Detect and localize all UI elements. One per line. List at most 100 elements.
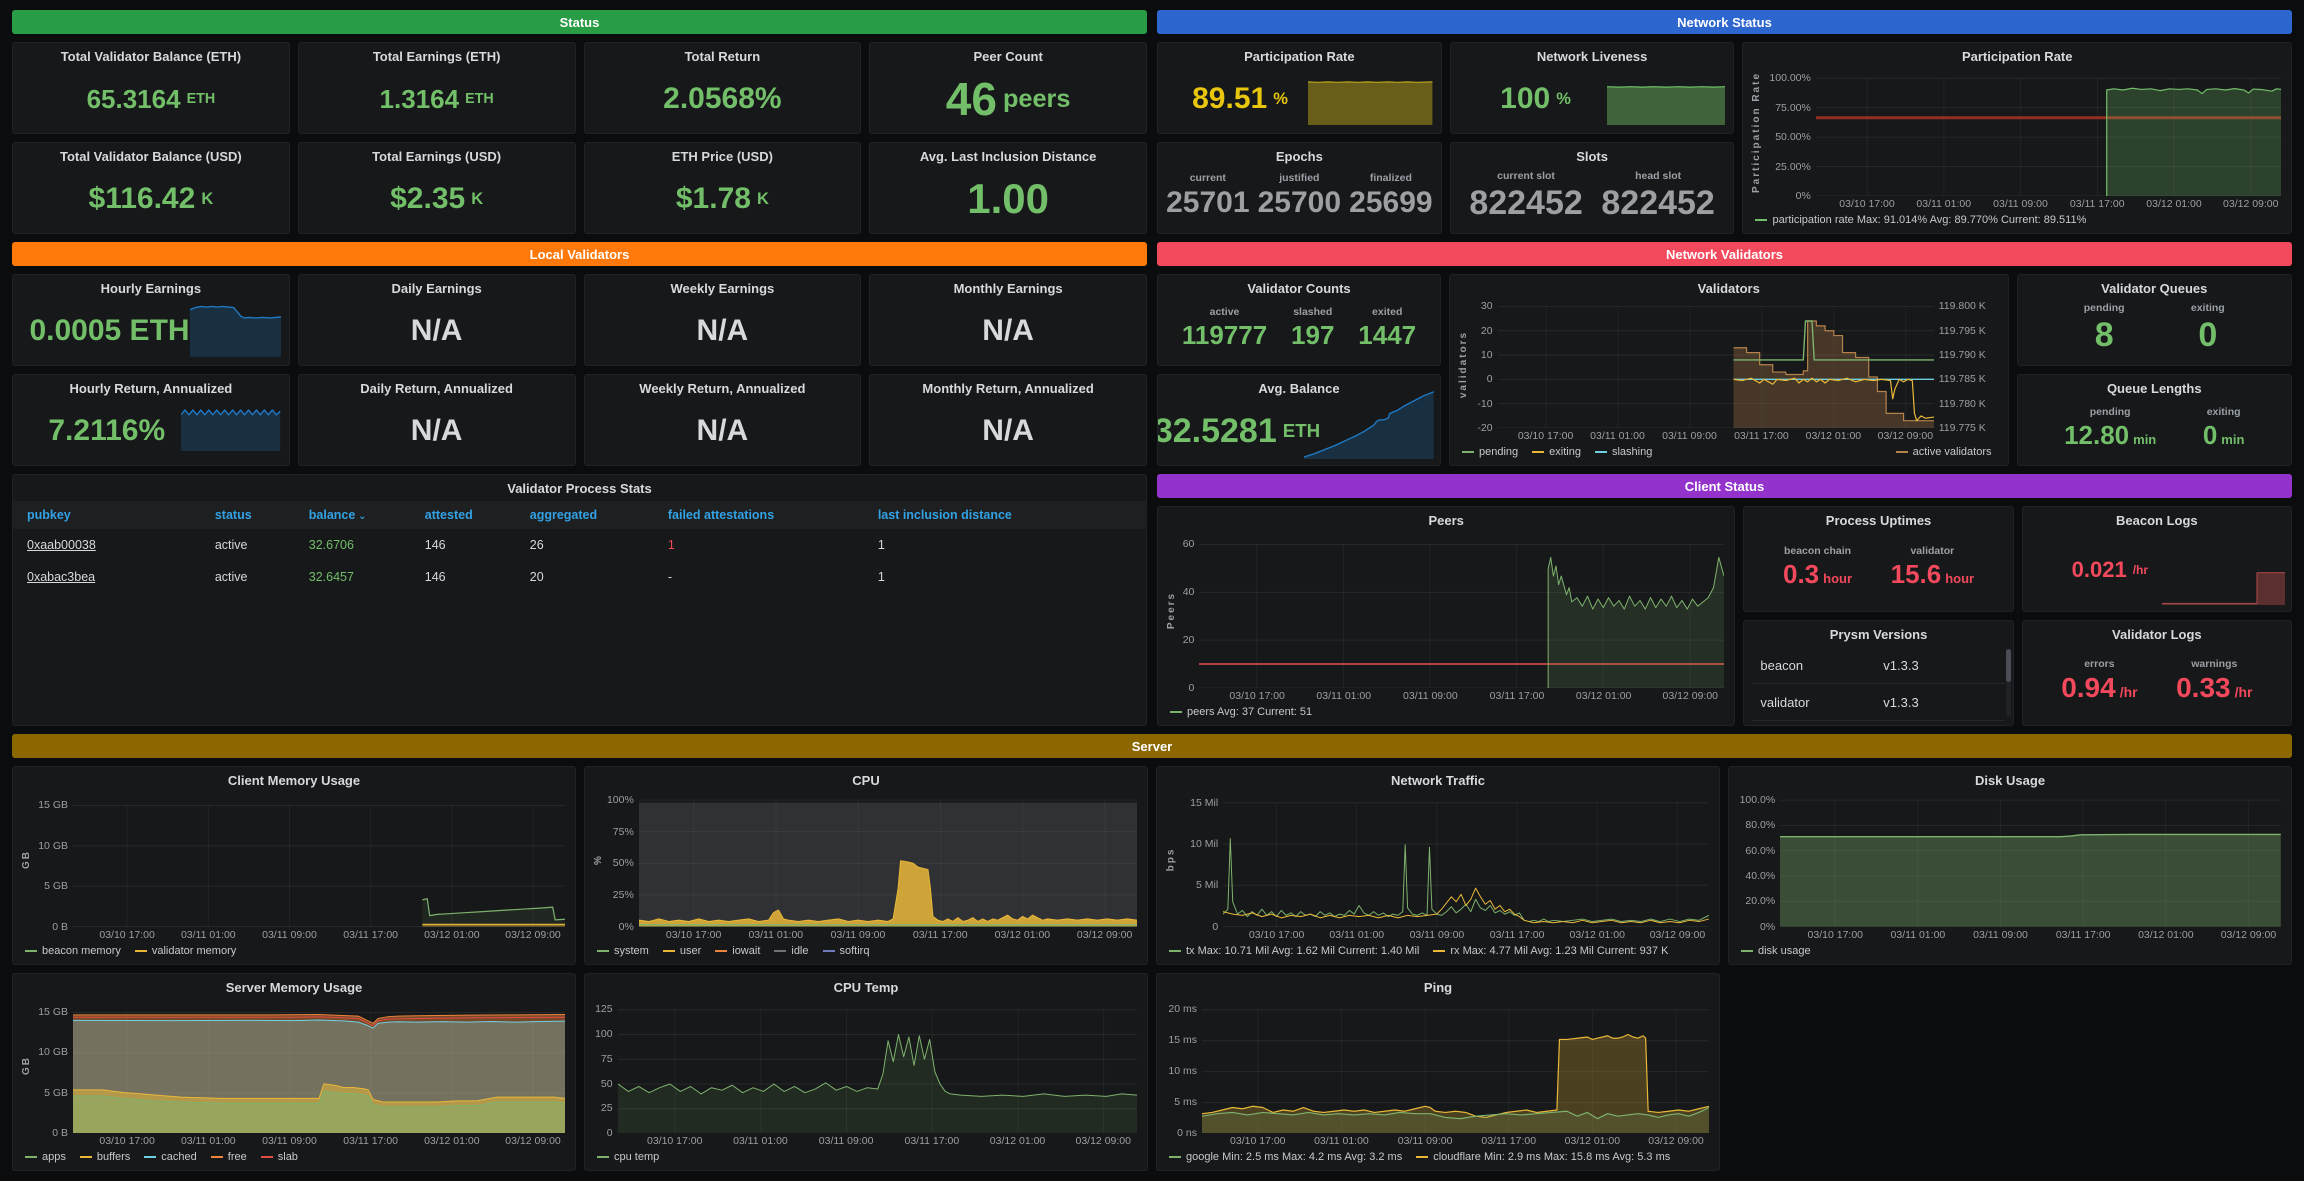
legend-item[interactable]: google Min: 2.5 ms Max: 4.2 ms Avg: 3.2 … bbox=[1169, 1151, 1402, 1163]
y-axis-tick: 20 ms bbox=[1168, 1003, 1197, 1016]
stat-value: 65.3164 ETH bbox=[86, 83, 216, 114]
legend-item[interactable]: user bbox=[662, 944, 702, 957]
legend-item[interactable]: free bbox=[210, 1151, 247, 1163]
chart-plot-area[interactable]: 03/10 17:00 03/11 01:00 03/11 09:00 03/11 1… bbox=[1202, 999, 1709, 1149]
x-axis-tick: 03/12 01:00 bbox=[1805, 430, 1862, 442]
substat-label: justified bbox=[1279, 172, 1320, 184]
column-header-pubkey[interactable]: pubkey bbox=[27, 508, 71, 522]
x-axis-tick: 03/11 17:00 bbox=[1489, 928, 1545, 941]
legend-item[interactable]: apps bbox=[25, 1151, 66, 1163]
chart-plot-area[interactable]: 03/10 17:00 03/11 01:00 03/11 09:00 03/11 1… bbox=[73, 999, 565, 1149]
chart-plot-area[interactable]: 03/10 17:00 03/11 01:00 03/11 09:00 03/11 1… bbox=[1780, 792, 2281, 942]
sparkline bbox=[1304, 389, 1434, 459]
column-header-aggregated[interactable]: aggregated bbox=[529, 508, 598, 522]
chart-plot-area[interactable]: 03/10 17:00 03/11 01:00 03/11 09:00 03/11 1… bbox=[1498, 300, 1934, 443]
y-axis-tick: 100.00% bbox=[1769, 72, 1811, 85]
y-axis-tick: 100 bbox=[595, 1028, 613, 1040]
cell-balance: 32.6706 bbox=[308, 538, 354, 552]
substat-current-slot: current slot 822452 bbox=[1469, 170, 1582, 223]
chart-plot-area[interactable]: 03/10 17:00 03/11 01:00 03/11 09:00 03/11 1… bbox=[617, 999, 1137, 1149]
y-axis-tick: 0% bbox=[1760, 920, 1776, 933]
legend-item[interactable]: slashing bbox=[1594, 446, 1652, 458]
x-axis-tick: 03/12 09:00 bbox=[505, 1135, 561, 1147]
y-axis-tick: 10 ms bbox=[1168, 1065, 1197, 1078]
pubkey-link[interactable]: 0xabac3bea bbox=[27, 570, 96, 584]
legend-item[interactable]: cached bbox=[144, 1151, 197, 1163]
legend-item[interactable]: rx Max: 4.77 Mil Avg: 1.23 Mil Current: … bbox=[1433, 945, 1668, 957]
x-axis-tick: 03/11 01:00 bbox=[1314, 1135, 1369, 1147]
queue-lengths-stats: pending 12.80 min exiting 0 min bbox=[2018, 397, 2292, 465]
legend-label: idle bbox=[791, 944, 809, 957]
y-axis-tick: 15 Mil bbox=[1190, 796, 1219, 809]
legend-label: pending bbox=[1479, 446, 1519, 458]
x-axis-tick: 03/11 17:00 bbox=[343, 928, 399, 941]
substat-value: 25699 bbox=[1349, 186, 1433, 219]
y-axis-tick: 0 ns bbox=[1177, 1127, 1197, 1139]
legend-swatch bbox=[1895, 451, 1908, 453]
stat-panel-total-return: Total Return 2.0568% bbox=[583, 42, 862, 134]
section-header-network-validators: Network Validators bbox=[1157, 242, 2292, 266]
legend-item[interactable]: active validators bbox=[1895, 446, 1992, 458]
pubkey-link[interactable]: 0xaab00038 bbox=[27, 538, 96, 552]
legend-item[interactable]: cloudflare Min: 2.9 ms Max: 15.8 ms Avg:… bbox=[1416, 1151, 1670, 1163]
legend-item[interactable]: disk usage bbox=[1741, 945, 1811, 957]
section-header-client-status: Client Status bbox=[1157, 474, 2292, 498]
slots-panel: Slots current slot 822452 head slot 822452 bbox=[1449, 142, 1735, 234]
legend-item[interactable]: exiting bbox=[1532, 446, 1581, 458]
validator-logs-panel: Validator Logs errors 0.94/hr warnings 0.33… bbox=[2021, 620, 2292, 726]
legend-item[interactable]: idle bbox=[774, 944, 809, 957]
legend-item[interactable]: iowait bbox=[715, 945, 760, 957]
column-header-last-inclusion-distance[interactable]: last inclusion distance bbox=[877, 508, 1012, 522]
process-uptimes-panel: Process Uptimes beacon chain 0.3 hour valid… bbox=[1743, 506, 2014, 612]
y-axis-tick: 5 Mil bbox=[1196, 879, 1219, 892]
chart-plot-area[interactable]: 03/10 17:00 03/11 01:00 03/11 09:00 03/11 1… bbox=[73, 792, 565, 942]
chart-plot-area[interactable]: 03/10 17:00 03/11 01:00 03/11 09:00 03/11 1… bbox=[1199, 532, 1725, 703]
legend-item[interactable]: peers Avg: 37 Current: 51 bbox=[1170, 706, 1312, 718]
legend-label: user bbox=[679, 944, 702, 957]
legend-item[interactable]: slab bbox=[260, 1151, 298, 1163]
chart-plot-area[interactable]: 03/10 17:00 03/11 01:00 03/11 09:00 03/11 1… bbox=[1816, 68, 2281, 211]
legend-item[interactable]: pending bbox=[1462, 446, 1518, 458]
column-header-attested[interactable]: attested bbox=[424, 508, 473, 522]
chart-legend: peers Avg: 37 Current: 51 bbox=[1164, 703, 1724, 721]
y-axis-tick: 119.785 K bbox=[1938, 373, 1986, 386]
column-header-balance[interactable]: balance ⌄ bbox=[308, 508, 367, 522]
x-axis-tick: 03/11 17:00 bbox=[2055, 928, 2111, 941]
stat-panel-monthly-return: Monthly Return, Annualized N/A bbox=[869, 374, 1147, 466]
x-axis-tick: 03/12 01:00 bbox=[2138, 928, 2194, 941]
y-axis-tick: 125 bbox=[595, 1003, 613, 1016]
substat-value: 0.94/hr bbox=[2061, 672, 2138, 703]
x-axis-tick: 03/12 01:00 bbox=[1564, 1135, 1621, 1147]
x-axis-tick: 03/12 09:00 bbox=[1648, 1135, 1704, 1147]
legend-item[interactable]: system bbox=[597, 945, 649, 957]
scrollbar-thumb[interactable] bbox=[2005, 649, 2011, 682]
column-header-failed-attestations[interactable]: failed attestations bbox=[667, 508, 775, 522]
legend-item[interactable]: tx Max: 10.71 Mil Avg: 1.62 Mil Current:… bbox=[1169, 945, 1419, 957]
y-axis-tick: 75.00% bbox=[1775, 101, 1811, 114]
y-axis-tick: 40 bbox=[1182, 586, 1195, 599]
chart-legend: participation rate Max: 91.014% Avg: 89.… bbox=[1749, 211, 2281, 229]
x-axis-tick: 03/10 17:00 bbox=[1229, 690, 1285, 702]
legend-item[interactable]: softirq bbox=[822, 944, 870, 957]
legend-item[interactable]: participation rate Max: 91.014% Avg: 89.… bbox=[1755, 214, 2086, 226]
disk-usage-panel: Disk Usage 0% 20.0% 40.0% 60.0% 80.0% 100.0% 0… bbox=[1728, 766, 2292, 965]
panel-title: Total Return bbox=[684, 49, 761, 64]
x-axis-tick: 03/12 01:00 bbox=[994, 928, 1051, 941]
chart-plot-area[interactable]: 03/10 17:00 03/11 01:00 03/11 09:00 03/11 1… bbox=[1223, 792, 1709, 942]
sparkline bbox=[1606, 82, 1726, 125]
substat-justified: justified 25700 bbox=[1258, 172, 1341, 220]
legend-item[interactable]: beacon memory bbox=[25, 945, 121, 957]
legend-label: softirq bbox=[839, 944, 870, 957]
panel-title: Avg. Balance bbox=[1258, 381, 1340, 396]
panel-title: Beacon Logs bbox=[2116, 513, 2198, 528]
chart-plot-area[interactable]: 03/10 17:00 03/11 01:00 03/11 09:00 03/11 1… bbox=[638, 792, 1137, 942]
legend-swatch bbox=[1741, 949, 1753, 952]
legend-item[interactable]: validator memory bbox=[134, 945, 236, 957]
panel-title: Validator Logs bbox=[2112, 627, 2202, 642]
legend-item[interactable]: cpu temp bbox=[597, 1151, 659, 1163]
legend-item[interactable]: buffers bbox=[79, 1151, 130, 1163]
y-axis-tick: 25.00% bbox=[1775, 160, 1811, 173]
scrollbar[interactable] bbox=[2005, 649, 2011, 717]
x-axis-tick: 03/11 09:00 bbox=[1397, 1135, 1453, 1147]
column-header-status[interactable]: status bbox=[214, 508, 252, 522]
